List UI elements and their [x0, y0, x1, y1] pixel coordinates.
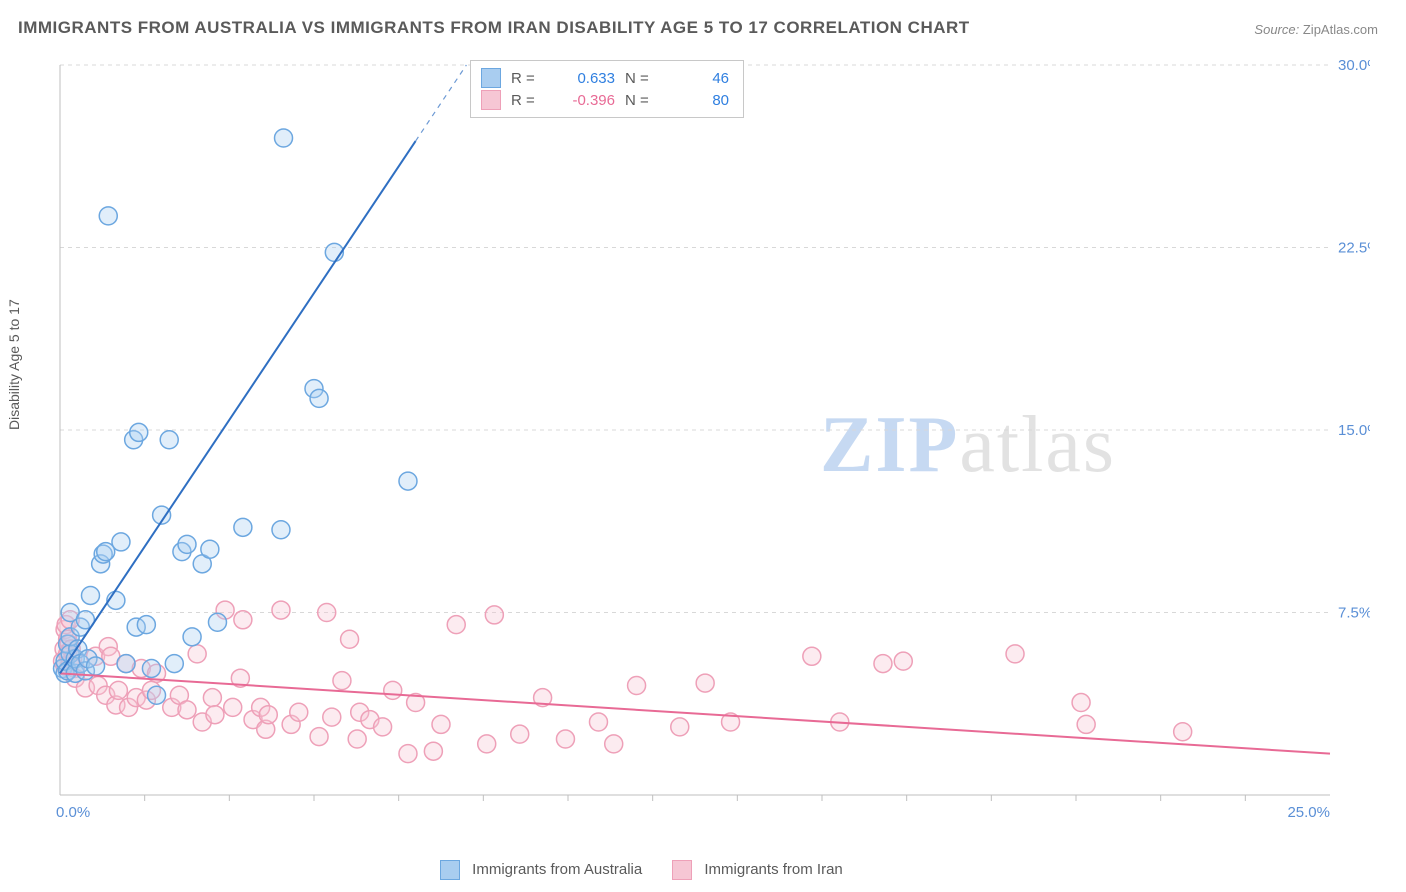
legend-label-iran: Immigrants from Iran: [704, 861, 842, 878]
legend-label-australia: Immigrants from Australia: [472, 861, 642, 878]
svg-text:25.0%: 25.0%: [1287, 804, 1330, 821]
n-label: N =: [625, 70, 659, 87]
r-label: R =: [511, 70, 545, 87]
swatch-iran-icon: [481, 90, 501, 110]
legend-row-iran: R = -0.396 N = 80: [481, 89, 729, 111]
svg-text:15.0%: 15.0%: [1338, 422, 1370, 439]
scatter-plot: 7.5% 15.0% 22.5% 30.0% 0.0% 25.0%: [50, 55, 1370, 825]
chart-title: IMMIGRANTS FROM AUSTRALIA VS IMMIGRANTS …: [18, 18, 970, 38]
svg-text:30.0%: 30.0%: [1338, 57, 1370, 74]
swatch-iran-icon: [672, 860, 692, 880]
chart-svg: 7.5% 15.0% 22.5% 30.0% 0.0% 25.0%: [50, 55, 1370, 825]
y-axis-label: Disability Age 5 to 17: [6, 299, 22, 430]
swatch-australia-icon: [481, 68, 501, 88]
svg-text:7.5%: 7.5%: [1338, 605, 1370, 622]
source-value: ZipAtlas.com: [1303, 22, 1378, 37]
r-value-iran: -0.396: [555, 92, 615, 109]
n-value-australia: 46: [669, 70, 729, 87]
correlation-legend: R = 0.633 N = 46 R = -0.396 N = 80: [470, 60, 744, 118]
swatch-australia-icon: [440, 860, 460, 880]
svg-text:0.0%: 0.0%: [56, 804, 90, 821]
n-value-iran: 80: [669, 92, 729, 109]
n-label: N =: [625, 92, 659, 109]
series-legend: Immigrants from Australia Immigrants fro…: [440, 860, 843, 880]
r-value-australia: 0.633: [555, 70, 615, 87]
legend-row-australia: R = 0.633 N = 46: [481, 67, 729, 89]
source-label: Source:: [1254, 22, 1299, 37]
svg-text:22.5%: 22.5%: [1338, 240, 1370, 257]
legend-item-australia: Immigrants from Australia: [440, 860, 642, 880]
source-attribution: Source: ZipAtlas.com: [1254, 22, 1378, 37]
legend-item-iran: Immigrants from Iran: [672, 860, 843, 880]
r-label: R =: [511, 92, 545, 109]
